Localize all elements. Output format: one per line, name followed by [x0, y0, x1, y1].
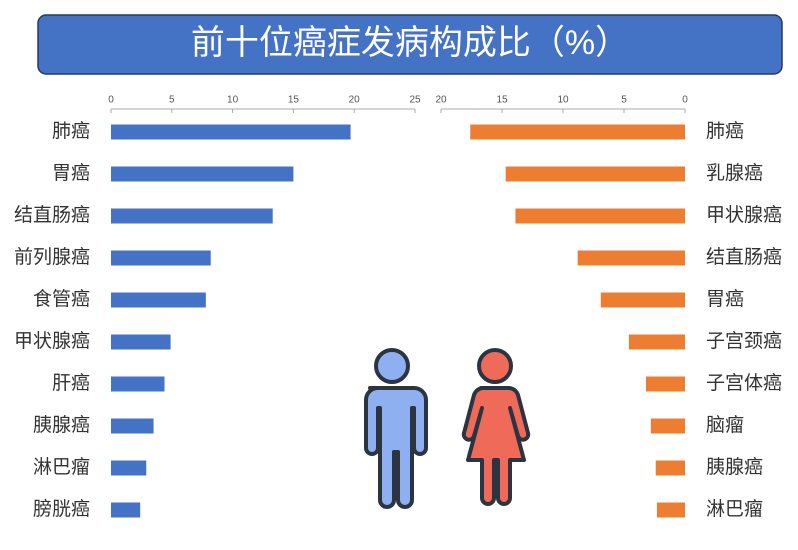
x-tick-label: 15 [496, 95, 508, 106]
category-label: 甲状腺癌 [706, 204, 782, 226]
x-tick-label: 10 [557, 95, 569, 106]
category-label: 膀胱癌 [33, 498, 90, 520]
bar [111, 124, 351, 140]
bar [628, 334, 685, 350]
x-tick-label: 0 [682, 95, 688, 106]
bar [515, 208, 685, 224]
bar [111, 334, 171, 350]
category-label: 子宫颈癌 [706, 330, 782, 352]
category-label: 脑瘤 [706, 414, 744, 436]
x-tick-label: 5 [621, 95, 627, 106]
x-tick-label: 25 [409, 95, 421, 106]
category-label: 前列腺癌 [14, 246, 90, 268]
category-label: 胰腺癌 [33, 414, 90, 436]
bar [111, 460, 147, 476]
x-tick-label: 0 [108, 95, 114, 106]
bar [111, 208, 273, 224]
bar [111, 376, 165, 392]
category-label: 子宫体癌 [706, 372, 782, 394]
category-label: 胰腺癌 [706, 456, 763, 478]
bar [650, 418, 685, 434]
bar [577, 250, 685, 266]
category-label: 乳腺癌 [706, 162, 763, 184]
category-label: 肺癌 [52, 120, 90, 142]
category-label: 食管癌 [33, 288, 90, 310]
category-label: 结直肠癌 [14, 204, 90, 226]
category-label: 结直肠癌 [706, 246, 782, 268]
bar [111, 166, 294, 182]
x-tick-label: 10 [227, 95, 239, 106]
male-icon [364, 348, 428, 509]
category-label: 肝癌 [52, 372, 90, 394]
category-label: 甲状腺癌 [14, 330, 90, 352]
bar [655, 460, 685, 476]
bar [470, 124, 685, 140]
x-tick-label: 20 [349, 95, 361, 106]
bar [600, 292, 685, 308]
bar [111, 250, 211, 266]
bar [656, 502, 685, 518]
bar [645, 376, 685, 392]
title-box [37, 14, 783, 75]
category-label: 胃癌 [52, 162, 90, 184]
category-label: 淋巴瘤 [706, 498, 763, 520]
female-icon [461, 348, 531, 506]
bar [111, 502, 141, 518]
x-tick-label: 5 [169, 95, 175, 106]
category-label: 肺癌 [706, 120, 744, 142]
bar [111, 418, 154, 434]
bar [505, 166, 685, 182]
x-tick-label: 15 [288, 95, 300, 106]
category-label: 胃癌 [706, 288, 744, 310]
x-tick-label: 20 [435, 95, 447, 106]
category-label: 淋巴瘤 [33, 456, 90, 478]
bar [111, 292, 206, 308]
title: 前十位癌症发病构成比（%） [191, 24, 629, 62]
